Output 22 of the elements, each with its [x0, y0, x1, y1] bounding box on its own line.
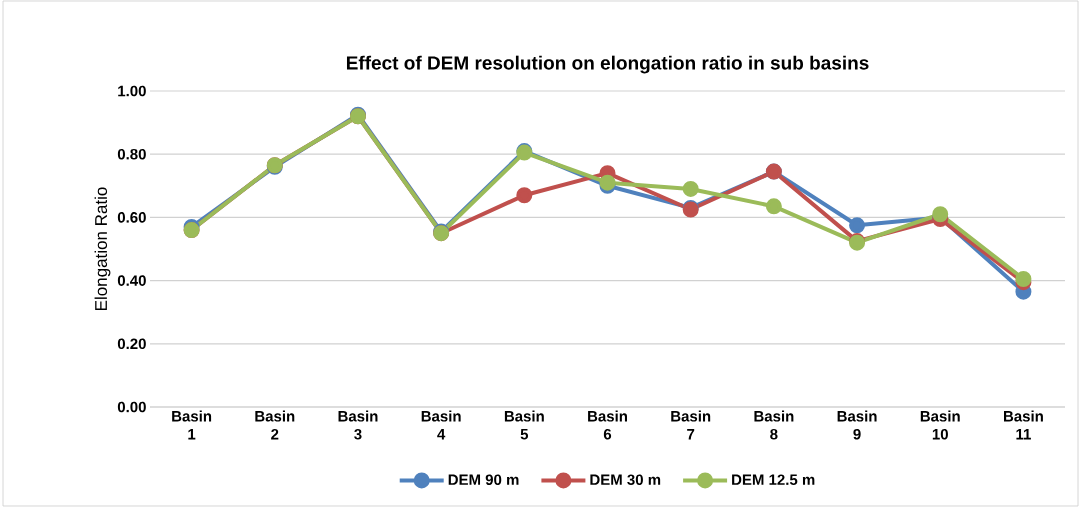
y-tick-label: 0.00: [117, 401, 146, 413]
y-axis-title: Elongation Ratio: [94, 187, 111, 310]
legend-label: DEM 12.5 m: [732, 474, 815, 486]
x-tick-label: Basin 7: [671, 410, 711, 440]
legend-label: DEM 90 m: [448, 474, 519, 486]
x-tick-label: Basin 11: [1004, 410, 1043, 440]
x-tick-label: Basin 8: [754, 410, 794, 440]
legend-label: DEM 30 m: [590, 474, 661, 486]
y-tick-label: 0.40: [117, 275, 146, 286]
x-tick-label: Basin 5: [504, 410, 544, 440]
y-tick-label: 0.20: [117, 338, 146, 350]
y-tick-label: 0.80: [117, 148, 146, 160]
chart-title: Effect of DEM resolution on elongation ratio in sub basins: [346, 55, 869, 74]
x-tick-label: Basin 10: [920, 410, 960, 440]
y-tick-label: 0.60: [117, 212, 146, 223]
x-tick-label: Basin 1: [172, 410, 212, 440]
y-tick-label: 1.00: [118, 85, 146, 97]
x-tick-label: Basin 4: [421, 410, 461, 440]
x-tick-label: Basin 6: [588, 410, 627, 440]
x-tick-label: Basin 2: [255, 410, 295, 440]
x-tick-label: Basin 9: [837, 410, 877, 440]
x-tick-label: Basin 3: [338, 410, 378, 440]
